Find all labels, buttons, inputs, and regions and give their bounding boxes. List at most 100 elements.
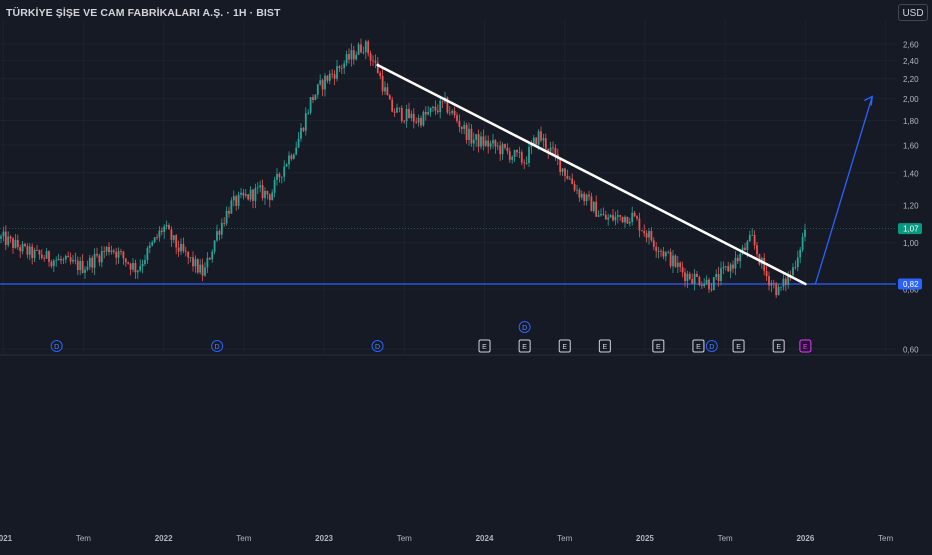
candle-body	[549, 147, 552, 152]
candle	[36, 244, 38, 252]
candle	[350, 43, 353, 67]
candle	[638, 212, 641, 238]
candle-body	[379, 72, 382, 76]
candle-body	[225, 210, 228, 224]
candle	[662, 247, 665, 260]
earnings-marker[interactable]: E	[518, 339, 531, 353]
candle-body	[31, 246, 34, 259]
candle-body	[487, 140, 490, 147]
candle-body	[151, 242, 154, 246]
candle-body	[470, 128, 473, 144]
candle-body	[288, 155, 290, 165]
earnings-marker[interactable]: E	[598, 339, 611, 353]
candle	[720, 261, 722, 286]
candle	[31, 243, 34, 265]
candle	[367, 39, 370, 57]
candle-body	[355, 54, 358, 60]
earnings-marker[interactable]: E	[478, 339, 491, 353]
candle	[595, 195, 598, 217]
candle-body	[504, 144, 506, 148]
candle	[271, 189, 274, 201]
candle	[482, 129, 485, 151]
candle	[518, 146, 521, 159]
candle	[266, 190, 269, 200]
earnings-icon	[799, 339, 812, 353]
candle	[734, 251, 737, 276]
candle-body	[614, 216, 617, 221]
candle	[722, 261, 725, 275]
candle-body	[396, 107, 398, 113]
candle	[688, 271, 691, 281]
candle	[72, 254, 74, 264]
candle	[691, 273, 694, 285]
candle-body	[211, 251, 214, 260]
candle-body	[772, 283, 775, 284]
earnings-marker[interactable]: E	[732, 339, 745, 353]
candle-body	[314, 94, 317, 100]
candle	[456, 112, 458, 124]
candle	[328, 70, 331, 85]
candle	[76, 256, 79, 276]
candle-body	[247, 194, 250, 200]
candle-body	[657, 250, 660, 252]
candle	[74, 252, 77, 265]
candle	[206, 252, 209, 274]
candle-body	[244, 194, 247, 196]
candle	[288, 151, 290, 170]
candle	[228, 206, 230, 218]
candle-body	[168, 225, 170, 230]
candle-body	[139, 266, 142, 271]
candle	[331, 69, 334, 79]
candle	[508, 147, 511, 163]
candle	[192, 251, 194, 272]
dividend-marker[interactable]: D	[518, 321, 531, 333]
candle	[158, 226, 161, 242]
candle-body	[756, 245, 758, 255]
earnings-marker[interactable]: E	[772, 339, 785, 353]
candle-body	[0, 236, 2, 239]
candle-body	[583, 193, 586, 202]
dividend-marker[interactable]: D	[705, 340, 718, 352]
candle-body	[736, 257, 739, 262]
candle-body	[506, 147, 509, 152]
candle	[307, 109, 310, 115]
candle	[60, 255, 62, 265]
candle	[362, 46, 365, 55]
y-tick-label: 2,00	[903, 95, 919, 104]
candle	[43, 254, 46, 262]
earnings-marker[interactable]: E	[558, 339, 571, 353]
dividend-marker[interactable]: D	[211, 340, 224, 352]
candle	[616, 209, 619, 224]
candle	[559, 158, 562, 176]
candle	[398, 107, 401, 113]
candle-body	[592, 201, 595, 212]
earnings-marker[interactable]: E	[692, 339, 705, 353]
earnings-marker[interactable]: E	[799, 339, 812, 353]
candle	[412, 108, 415, 129]
candle	[403, 119, 406, 124]
earnings-marker[interactable]: E	[652, 339, 665, 353]
candle-body	[544, 138, 547, 149]
candle	[237, 191, 240, 210]
dividend-marker[interactable]: D	[371, 340, 384, 352]
dividend-marker[interactable]: D	[50, 340, 63, 352]
candle	[19, 244, 22, 259]
candle-body	[784, 278, 787, 285]
candle	[184, 246, 187, 257]
candle-body	[739, 253, 742, 262]
candle-body	[38, 250, 41, 255]
candle	[460, 126, 463, 134]
dividend-icon	[371, 340, 384, 352]
candle	[770, 280, 773, 293]
x-tick-label: Tem	[718, 534, 733, 543]
candle-body	[285, 164, 288, 167]
candle	[470, 123, 473, 147]
candle	[242, 188, 245, 200]
candle-body	[163, 226, 166, 232]
candle	[684, 268, 686, 288]
currency-button[interactable]: USD	[898, 4, 928, 21]
candle-body	[422, 111, 425, 126]
candle	[573, 180, 576, 193]
